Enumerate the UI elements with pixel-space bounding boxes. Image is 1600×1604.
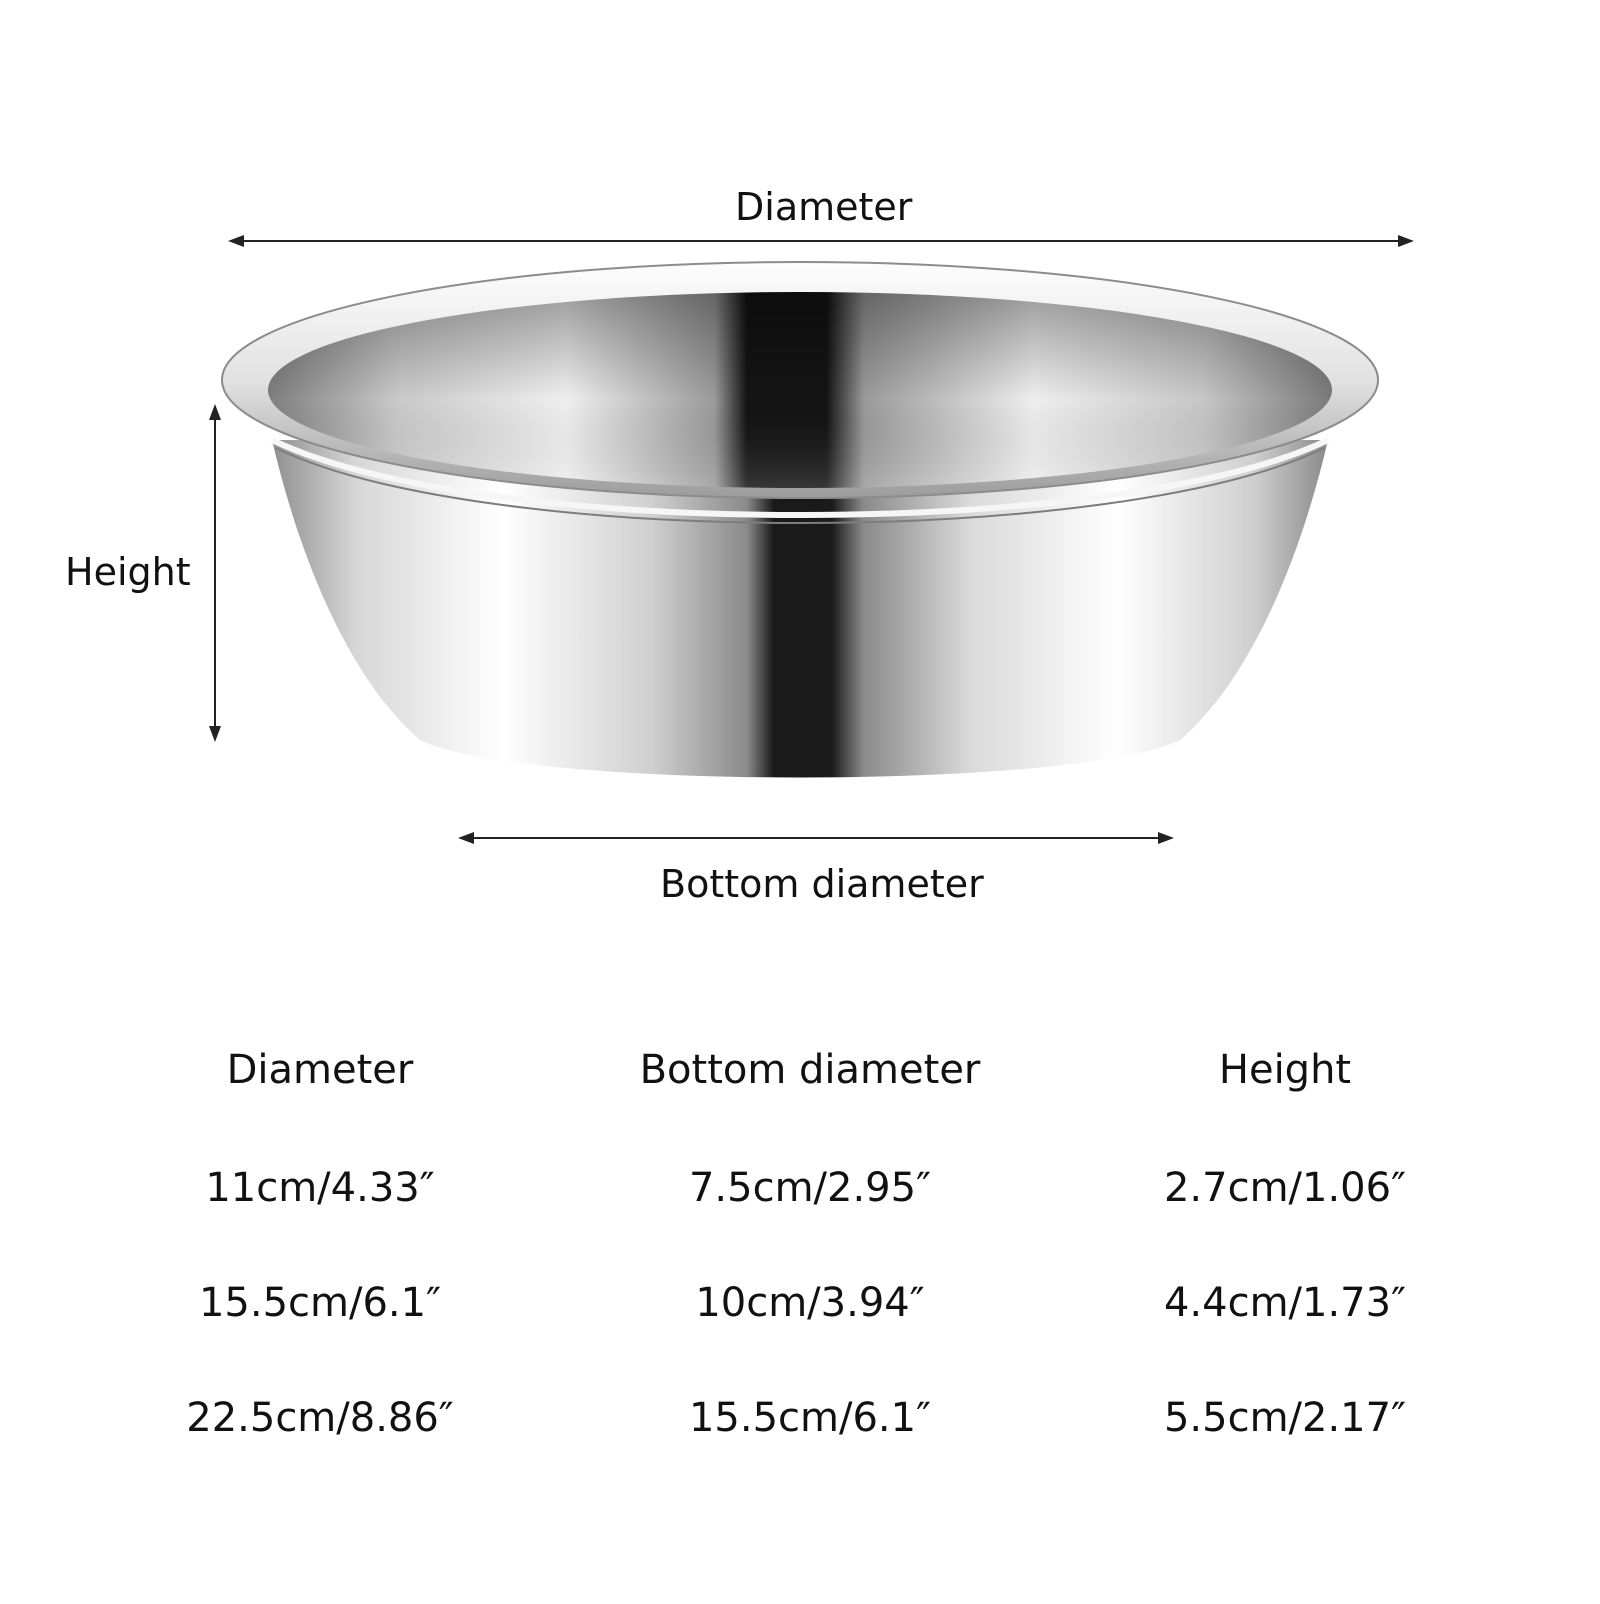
- table-header-diameter: Diameter: [226, 1047, 414, 1093]
- bottom-diameter-arrow: [458, 832, 1174, 844]
- diameter-label: Diameter: [735, 185, 913, 229]
- height-label: Height: [65, 550, 191, 594]
- bottom-diameter-label: Bottom diameter: [660, 862, 984, 906]
- table-cell: 10cm/3.94″: [695, 1280, 925, 1326]
- bowl-body: [272, 440, 1328, 778]
- table-cell: 11cm/4.33″: [205, 1165, 435, 1211]
- table-cell: 15.5cm/6.1″: [198, 1280, 442, 1326]
- table-header-bottom-diameter: Bottom diameter: [639, 1047, 981, 1093]
- table-cell: 22.5cm/8.86″: [186, 1395, 454, 1441]
- table-cell: 15.5cm/6.1″: [688, 1395, 932, 1441]
- table-cell: 5.5cm/2.17″: [1163, 1395, 1407, 1441]
- table-row: 22.5cm/8.86″ 15.5cm/6.1″ 5.5cm/2.17″: [0, 1388, 1600, 1448]
- table-row: 11cm/4.33″ 7.5cm/2.95″ 2.7cm/1.06″: [0, 1158, 1600, 1218]
- table-row: 15.5cm/6.1″ 10cm/3.94″ 4.4cm/1.73″: [0, 1273, 1600, 1333]
- diameter-arrow: [228, 235, 1414, 247]
- table-header-row: Diameter Bottom diameter Height: [0, 1040, 1600, 1100]
- height-arrow: [209, 404, 221, 742]
- table-cell: 4.4cm/1.73″: [1163, 1280, 1407, 1326]
- table-cell: 7.5cm/2.95″: [688, 1165, 932, 1211]
- table-header-height: Height: [1218, 1047, 1352, 1093]
- table-cell: 2.7cm/1.06″: [1163, 1165, 1407, 1211]
